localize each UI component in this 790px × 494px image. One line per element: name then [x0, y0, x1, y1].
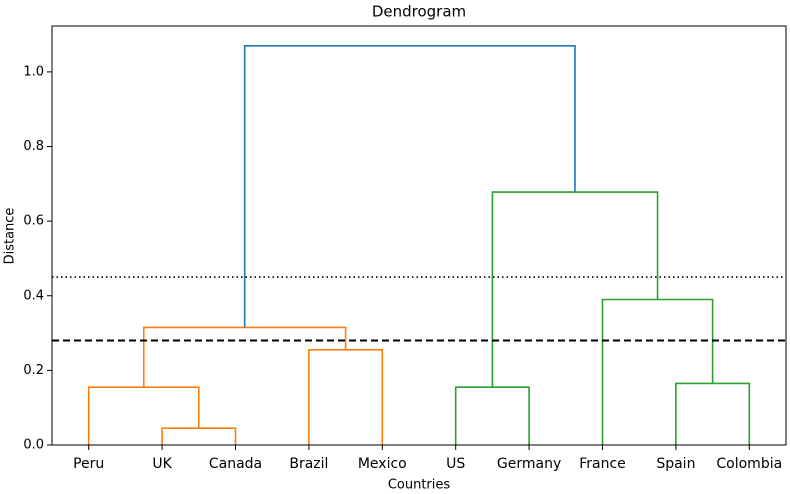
dendrogram-link	[87, 386, 200, 445]
x-tick-label: Mexico	[358, 456, 407, 472]
y-tick-label: 0.0	[23, 438, 44, 453]
dendrogram-link	[675, 382, 751, 445]
x-tick-label: Brazil	[289, 456, 328, 472]
y-axis-label: Distance	[3, 208, 18, 265]
dendrogram-link	[601, 298, 714, 445]
y-tick-label: 0.2	[23, 363, 44, 378]
x-tick-label: Spain	[656, 456, 695, 472]
x-tick-label: Germany	[497, 456, 561, 472]
y-tick-label: 1.0	[23, 64, 44, 79]
x-tick-label: France	[579, 456, 626, 472]
dendrogram-link	[454, 386, 530, 445]
y-tick-label: 0.8	[23, 139, 44, 154]
dendrogram-link	[308, 349, 384, 445]
dendrogram-link	[161, 427, 237, 445]
x-tick-label: Colombia	[716, 456, 782, 472]
x-tick-label: US	[446, 456, 465, 472]
x-tick-label: Peru	[73, 456, 104, 472]
dendrogram-link	[243, 44, 576, 328]
dendrogram-link	[142, 326, 347, 388]
dendrogram-link	[491, 191, 659, 388]
x-axis-label: Countries	[388, 478, 451, 493]
chart-title: Dendrogram	[372, 3, 466, 21]
y-tick-label: 0.4	[23, 288, 44, 303]
plot-frame	[51, 25, 787, 446]
y-tick-label: 0.6	[23, 214, 44, 229]
x-tick-label: UK	[152, 456, 172, 472]
x-tick-label: Canada	[209, 456, 262, 472]
